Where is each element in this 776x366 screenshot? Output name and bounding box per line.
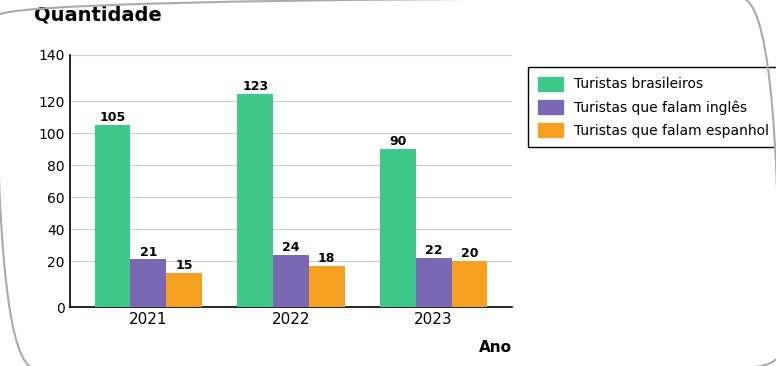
Text: 21: 21 [140, 246, 157, 259]
Bar [130, 259, 166, 307]
Bar [237, 94, 273, 307]
Bar [273, 255, 309, 307]
Text: 105: 105 [99, 111, 126, 124]
Bar [416, 258, 452, 307]
Text: 20: 20 [461, 247, 478, 260]
Text: 123: 123 [242, 81, 268, 93]
Text: Ano: Ano [479, 340, 512, 355]
Bar [166, 273, 202, 307]
Bar [95, 125, 130, 307]
Bar [452, 261, 487, 307]
Text: Quantidade: Quantidade [34, 5, 162, 25]
Text: 15: 15 [175, 259, 192, 272]
Legend: Turistas brasileiros, Turistas que falam inglês, Turistas que falam espanhol: Turistas brasileiros, Turistas que falam… [528, 67, 776, 147]
Text: 18: 18 [318, 252, 335, 265]
Text: 22: 22 [425, 244, 442, 257]
Bar [380, 149, 416, 307]
Bar [309, 266, 345, 307]
Text: 90: 90 [390, 135, 407, 148]
Text: 24: 24 [282, 241, 300, 254]
